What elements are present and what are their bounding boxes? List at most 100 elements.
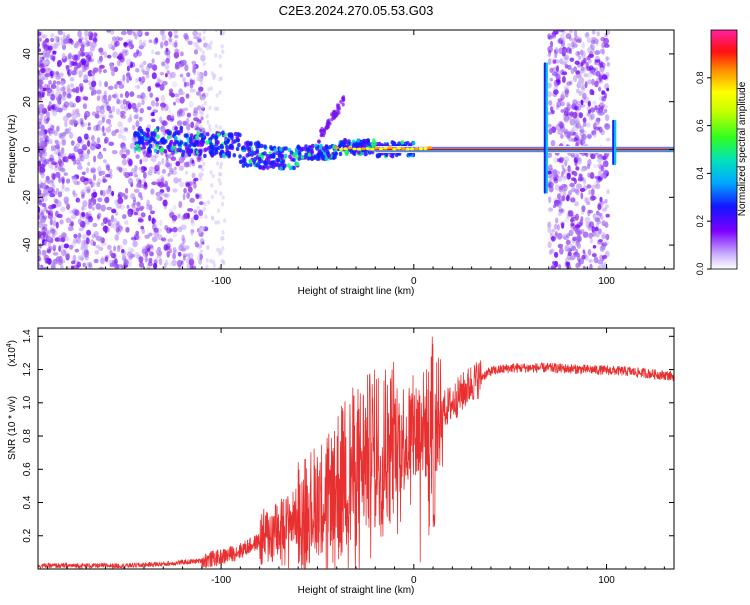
spectrogram-signal-blob <box>242 156 246 161</box>
spectrogram-signal-blob <box>363 152 368 157</box>
spectrogram-noise-blob <box>80 121 85 128</box>
spectrogram-noise-blob <box>158 258 163 266</box>
spectrogram-noise-blob <box>569 118 576 126</box>
spectrogram-noise-blob <box>588 189 592 195</box>
spectrogram-noise-blob <box>49 226 54 232</box>
spectrogram-whistle-blob <box>320 132 324 137</box>
spectrogram-noise-blob <box>74 209 80 216</box>
spectrogram-whistle-blob <box>319 128 323 133</box>
spectrogram-noise-blob <box>169 248 172 254</box>
spectrogram-noise-blob <box>197 243 203 249</box>
spectrogram-noise-blob <box>169 228 174 233</box>
spectrogram-noise-fringe <box>202 36 206 41</box>
spectrogram-noise-blob <box>139 64 144 69</box>
spectrogram-signal-blob <box>269 154 274 159</box>
spectrogram-noise-blob <box>587 224 592 231</box>
spectrogram-noise-blob <box>38 116 44 121</box>
spectrogram-noise-fringe <box>202 96 206 101</box>
spectrogram-noise-blob <box>49 129 56 135</box>
spectrogram-noise-blob <box>169 208 173 214</box>
spectrogram-noise-blob <box>77 136 82 144</box>
spectrogram-noise-blob <box>165 245 170 251</box>
spectrogram-noise-fringe <box>221 230 225 235</box>
spectrogram-signal-blob <box>140 140 144 145</box>
spectrogram-noise-blob <box>110 30 115 35</box>
spectrogram-signal-blob <box>181 152 185 158</box>
spectrogram-noise-blob <box>71 176 78 183</box>
spectrogram-noise-blob <box>567 165 571 173</box>
spectrogram-noise-blob <box>80 176 86 183</box>
spectrogram-noise-blob <box>157 78 161 85</box>
spectrogram-signal-blob <box>235 135 240 141</box>
snr-multiplier-exp: 4 <box>6 343 13 347</box>
spectrogram-noise-fringe <box>211 173 215 179</box>
snr-ytick-label: 1.2 <box>22 362 33 376</box>
spectrogram-signal-blob <box>258 152 262 158</box>
spectrogram-noise-blob <box>57 99 61 105</box>
spectrogram-signal-blob <box>198 149 202 154</box>
spectrogram-noise-blob <box>144 234 150 239</box>
spectrogram-noise-blob <box>549 175 555 182</box>
spectrogram-noise-fringe <box>211 259 216 265</box>
spectrogram-noise-blob <box>96 137 101 144</box>
spectrogram-noise-blob <box>550 236 556 242</box>
spectrogram-noise-fringe <box>221 236 225 241</box>
spectrogram-noise-blob <box>38 48 41 53</box>
spectrogram-noise-blob <box>139 107 144 114</box>
spectrogram-noise-blob <box>558 47 564 55</box>
spectrogram-noise-blob <box>564 257 571 262</box>
spectrogram-noise-blob <box>550 139 556 147</box>
spectrogram-noise-blob <box>599 245 605 252</box>
spectrogram-noise-blob <box>168 88 174 93</box>
spectrogram-noise-blob <box>126 210 132 216</box>
spectrogram-signal-blob <box>217 145 221 151</box>
spectrogram-noise-blob <box>39 59 43 66</box>
spectrogram-noise-blob <box>169 71 176 79</box>
spectrogram-signal-blob <box>135 143 140 148</box>
spectrogram-noise-blob <box>569 30 573 34</box>
spectrogram-noise-fringe <box>205 264 209 269</box>
spectrogram-noise-blob <box>585 122 591 128</box>
spectrogram-noise-blob <box>74 248 80 253</box>
spectrogram-noise-blob <box>132 196 137 202</box>
spectrogram-noise-blob <box>599 67 605 73</box>
spectrogram-noise-blob <box>562 168 568 176</box>
carrier-bright-blob <box>387 146 393 150</box>
spectrogram-noise-blob <box>192 30 199 37</box>
spectrogram-noise-blob <box>54 41 60 49</box>
spectrogram-whistle-blob <box>339 99 343 104</box>
spectrogram-noise-blob <box>555 104 560 110</box>
spectrogram-noise-fringe <box>211 216 215 221</box>
spectrogram-noise-blob <box>77 218 83 225</box>
spectrogram-noise-blob <box>197 105 202 111</box>
spectrogram-noise-blob <box>571 245 576 251</box>
spectrogram-noise-blob <box>77 118 82 125</box>
spectrogram-noise-blob <box>111 190 115 197</box>
spectrogram-noise-blob <box>170 156 177 161</box>
spectrogram-noise-blob <box>584 81 588 89</box>
spectrogram-noise-blob <box>127 117 132 123</box>
spectrogram-noise-blob <box>107 244 112 251</box>
spectrogram-signal-blob <box>263 151 267 156</box>
spectrogram-noise-blob <box>143 181 148 188</box>
spectrogram-noise-fringe <box>198 109 202 114</box>
spectrogram-noise-fringe <box>218 54 222 59</box>
spectrogram-noise-blob <box>571 127 575 133</box>
spectrogram-noise-blob <box>187 252 191 259</box>
spectrogram-noise-blob <box>114 211 119 216</box>
spectrogram-noise-blob <box>124 220 129 226</box>
spectrogram-noise-blob <box>43 158 50 165</box>
spectrogram-noise-blob <box>146 265 151 269</box>
spectrogram-noise-blob <box>127 247 133 252</box>
spectrogram-noise-blob <box>579 129 585 133</box>
spectrogram-noise-blob <box>198 86 204 92</box>
spectrogram-noise-blob <box>60 37 64 42</box>
spectrogram-noise-blob <box>80 58 87 65</box>
spectrogram-signal-blob <box>176 148 181 153</box>
spectrogram-signal-blob <box>300 154 305 160</box>
spectrogram-noise-blob <box>52 220 57 227</box>
spectrogram-noise-blob <box>80 234 87 239</box>
spectrogram-noise-blob <box>563 115 570 121</box>
spectrogram-noise-blob <box>592 133 597 138</box>
spectrogram-noise-blob <box>591 30 596 35</box>
